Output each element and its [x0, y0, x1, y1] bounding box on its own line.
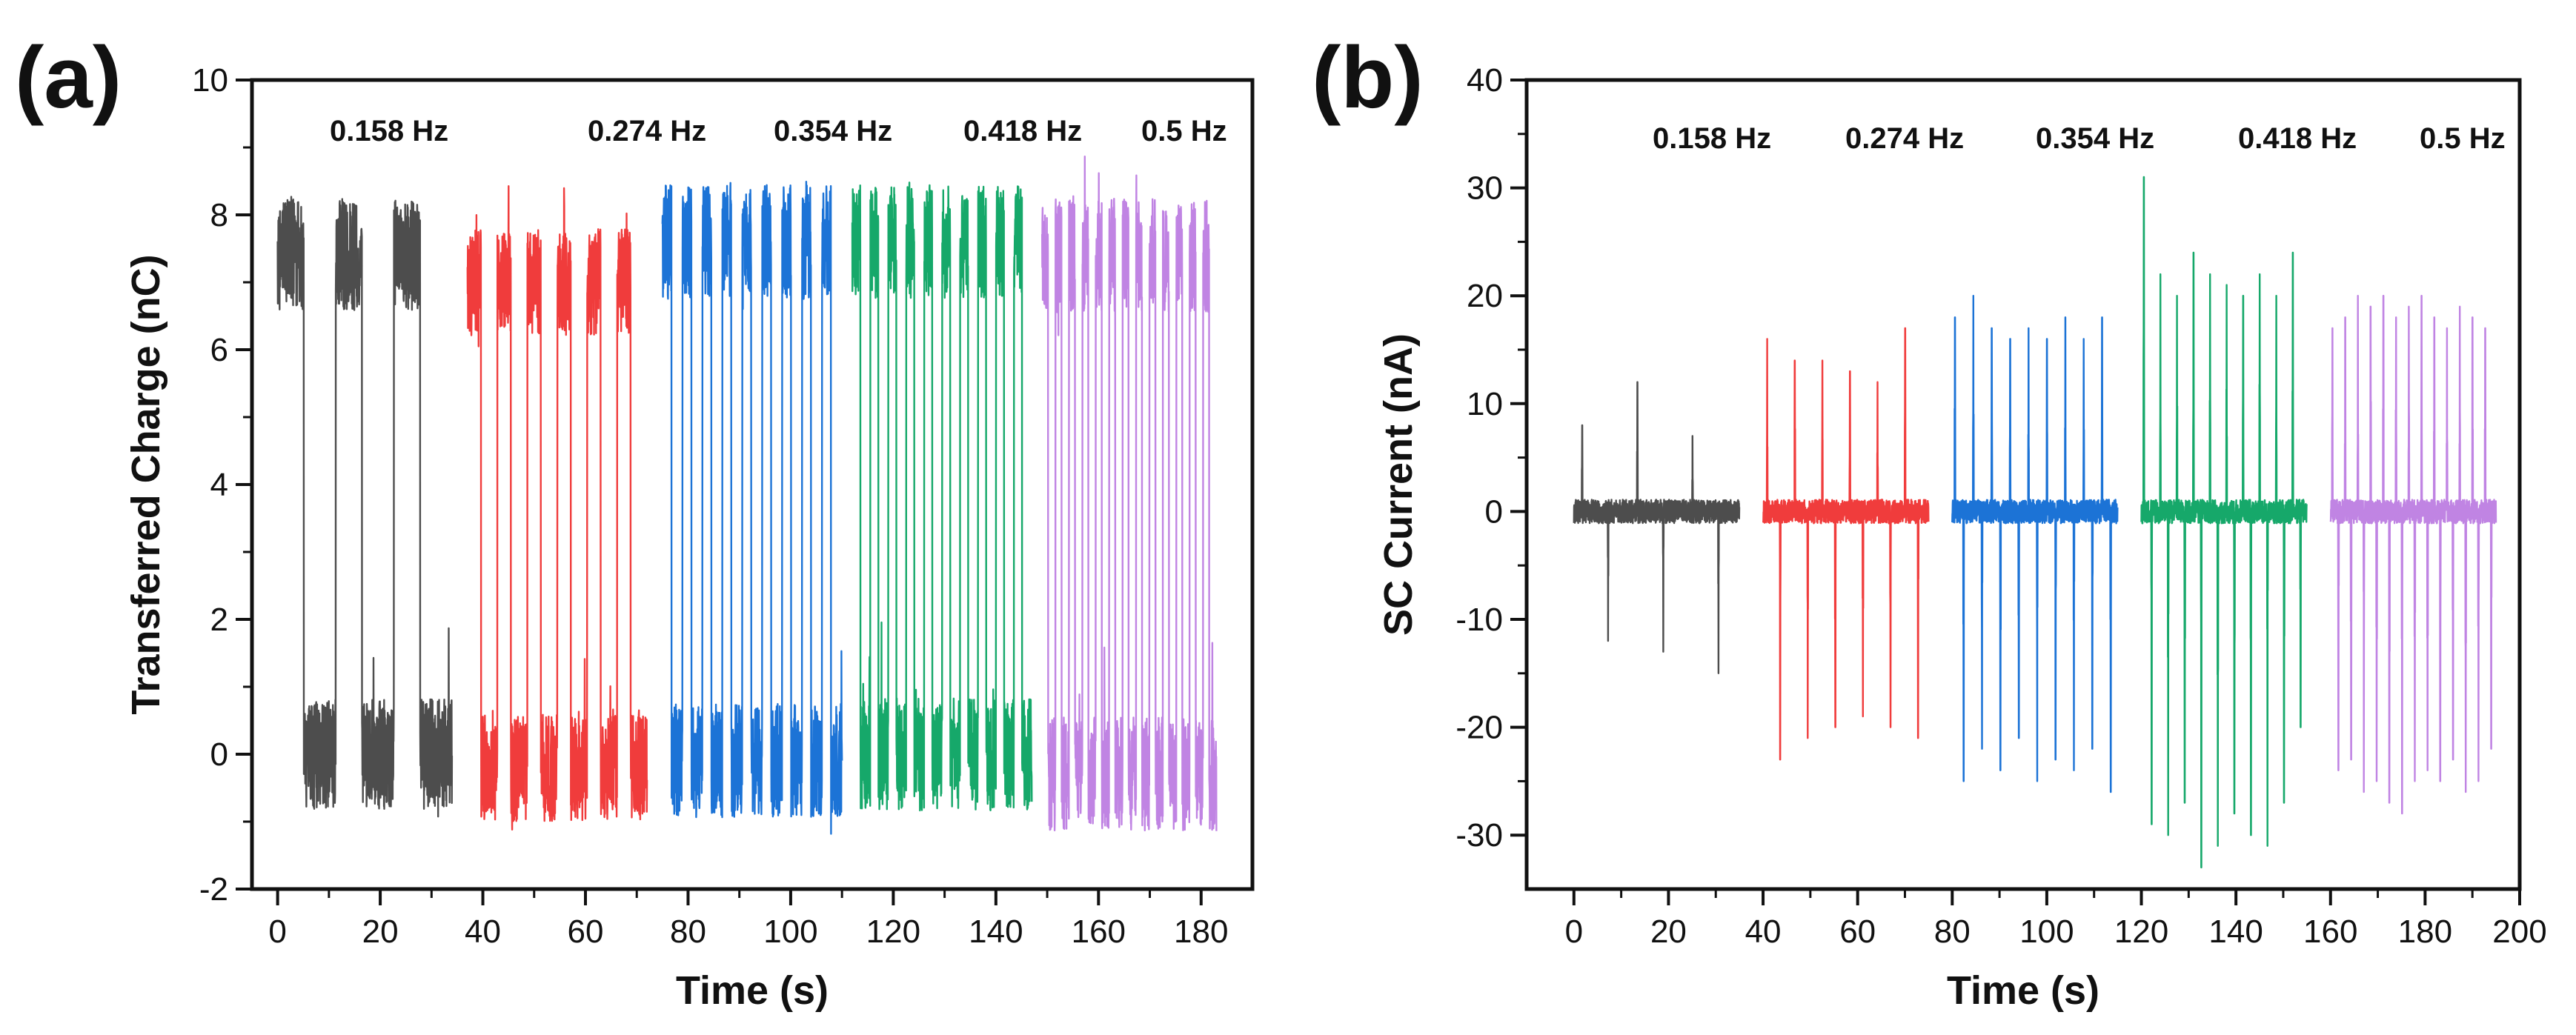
x-tick-label: 40	[1745, 913, 1782, 950]
series-line-5	[1040, 155, 1218, 832]
series-line-1	[1573, 381, 1741, 674]
plot-area-a: 0 20 40 60 80 100 120 140 160 180 -2 0 2 4 6 8 10 0.158 H…	[192, 62, 1255, 950]
x-tick-label: 60	[1839, 913, 1876, 950]
plot-frame	[1524, 78, 2522, 891]
series-line-4	[851, 182, 1033, 812]
y-tick-label: -20	[1455, 710, 1503, 746]
series-line-1	[276, 196, 454, 818]
y-tick-label: 0	[210, 736, 228, 773]
y-tick-label: -30	[1455, 817, 1503, 853]
panel-label-a: (a)	[15, 29, 122, 127]
y-tick-label: 0	[1485, 493, 1503, 530]
x-tick-label: 100	[763, 913, 817, 950]
x-tick-label: 60	[568, 913, 604, 950]
x-tick-label: 80	[670, 913, 706, 950]
x-tick-label: 120	[866, 913, 920, 950]
x-tick-label: 20	[1650, 913, 1687, 950]
x-tick-label: 200	[2492, 913, 2546, 950]
frequency-annotation: 0.354 Hz	[774, 115, 892, 147]
x-tick-label: 160	[2303, 913, 2357, 950]
chart-panel-a: (a) 0 20 40 60 80 100 120 140 160 180 -2 0 2 4 6 8 10 0.1…	[15, 29, 1255, 1013]
series-line-2	[1762, 327, 1930, 761]
x-axis-label-a: Time (s)	[676, 968, 829, 1013]
x-tick-label: 180	[2398, 913, 2452, 950]
series-line-5	[2329, 295, 2497, 815]
y-tick-label: 2	[210, 602, 228, 638]
y-tick-label: 8	[210, 197, 228, 233]
x-tick-label: 180	[1174, 913, 1228, 950]
y-tick-label: 20	[1467, 278, 1503, 314]
y-tick-label: 10	[1467, 386, 1503, 422]
chart-panel-b: (b) 0 20 40 60 80 100 120 140 160 180 200-30-20-10…	[1312, 29, 2547, 1013]
series-line-3	[1951, 295, 2119, 793]
x-axis-label-b: Time (s)	[1947, 968, 2099, 1013]
series-line-4	[2140, 176, 2308, 869]
frequency-annotation: 0.5 Hz	[2420, 122, 2506, 155]
x-tick-label: 20	[362, 913, 399, 950]
y-tick-label: -10	[1455, 602, 1503, 638]
plot-area-b: 0 20 40 60 80 100 120 140 160 180 200 -30 -20 -10 0 10 2…	[1455, 62, 2546, 950]
y-tick-label: 10	[192, 62, 228, 99]
series-line-2	[466, 184, 648, 831]
y-tick-label: 30	[1467, 170, 1503, 207]
x-tick-label: 100	[2019, 913, 2074, 950]
y-tick-label: 4	[210, 467, 228, 503]
y-tick-label: 40	[1467, 62, 1503, 99]
frequency-annotation: 0.5 Hz	[1141, 115, 1227, 147]
x-tick-label: 80	[1934, 913, 1971, 950]
frequency-annotation: 0.274 Hz	[1845, 122, 1964, 155]
y-axis-label-a: Transferred Charge (nC)	[124, 254, 168, 714]
x-tick-label: 160	[1072, 913, 1126, 950]
x-tick-label: 0	[1565, 913, 1583, 950]
x-tick-label: 40	[465, 913, 501, 950]
panel-label-b: (b)	[1312, 29, 1424, 127]
frequency-annotation: 0.274 Hz	[588, 115, 706, 147]
series-line-3	[661, 180, 843, 835]
x-tick-label: 120	[2114, 913, 2168, 950]
frequency-annotation: 0.354 Hz	[2036, 122, 2154, 155]
frequency-annotation: 0.418 Hz	[963, 115, 1082, 147]
frequency-annotation: 0.158 Hz	[1653, 122, 1771, 155]
y-tick-label: -2	[199, 871, 228, 908]
frequency-annotation: 0.418 Hz	[2238, 122, 2357, 155]
frequency-annotation: 0.158 Hz	[330, 115, 448, 147]
x-tick-label: 0	[268, 913, 286, 950]
y-axis-label-b: SC Current (nA)	[1376, 333, 1421, 636]
x-tick-label: 140	[2208, 913, 2263, 950]
x-tick-label: 140	[969, 913, 1023, 950]
y-tick-label: 6	[210, 332, 228, 368]
